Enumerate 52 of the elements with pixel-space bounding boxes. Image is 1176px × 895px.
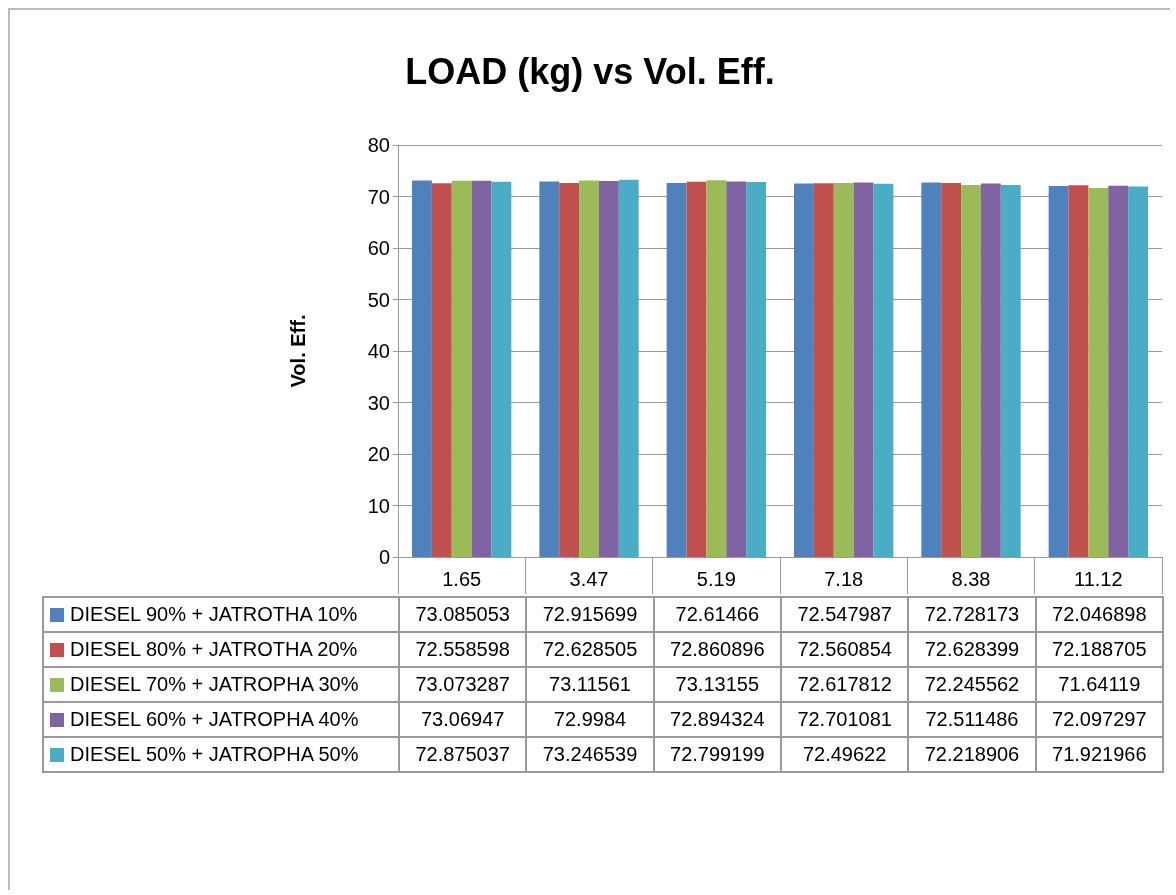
- y-tick-label: 0: [378, 546, 390, 568]
- data-label: 73.085053: [399, 597, 527, 632]
- data-label: 72.701081: [780, 702, 909, 737]
- data-label: 72.511486: [908, 702, 1036, 737]
- data-label: 72.628505: [526, 632, 654, 667]
- y-tick-label: 60: [367, 237, 390, 259]
- data-label: 72.218906: [908, 737, 1036, 772]
- y-tick-label: 40: [367, 340, 390, 362]
- legend-label: DIESEL 60% + JATROPHA 40%: [70, 708, 359, 731]
- x-tick-label: 5.19: [696, 568, 736, 590]
- data-label: 72.560854: [780, 632, 909, 667]
- data-label: 72.188705: [1035, 632, 1163, 667]
- data-label: 72.728173: [908, 597, 1036, 632]
- y-tick-label: 30: [367, 391, 390, 414]
- y-tick-label: 10: [367, 494, 390, 517]
- data-label: 72.61466: [653, 597, 781, 632]
- data-label: 73.246539: [526, 737, 654, 772]
- data-label: 72.9984: [526, 702, 654, 737]
- data-label: 72.894324: [653, 702, 781, 737]
- data-label: 72.617812: [780, 667, 909, 702]
- data-label: 72.49622: [780, 737, 909, 772]
- x-tick-label: 8.38: [951, 568, 991, 590]
- data-label: 71.64119: [1035, 667, 1163, 702]
- data-label: 73.073287: [399, 667, 527, 702]
- y-axis-title: Vol. Eff.: [287, 314, 309, 388]
- legend-label: DIESEL 90% + JATROTHA 10%: [70, 603, 358, 626]
- x-tick-label: 11.12: [1074, 568, 1123, 590]
- y-tick-label: 80: [367, 134, 390, 156]
- y-tick-label: 20: [367, 443, 390, 465]
- data-label: 72.799199: [653, 737, 781, 772]
- data-label: 71.921966: [1035, 737, 1163, 772]
- data-label: 72.628399: [908, 632, 1036, 667]
- legend-label: DIESEL 50% + JATROPHA 50%: [70, 743, 359, 766]
- data-label: 72.046898: [1035, 597, 1163, 632]
- y-tick-label: 70: [367, 185, 390, 208]
- data-label: 73.11561: [526, 667, 654, 702]
- x-tick-label: 7.18: [824, 568, 864, 590]
- data-label: 72.558598: [399, 632, 527, 667]
- data-label: 72.915699: [526, 597, 654, 632]
- data-label: 73.06947: [399, 702, 527, 737]
- y-tick-label: 50: [367, 288, 390, 311]
- legend-label: DIESEL 70% + JATROPHA 30%: [70, 673, 359, 696]
- data-label: 72.860896: [653, 632, 781, 667]
- data-label: 72.547987: [780, 597, 909, 632]
- chart-title: LOAD (kg) vs Vol. Eff.: [405, 50, 775, 92]
- x-tick-label: 1.65: [442, 568, 482, 590]
- data-label: 72.875037: [399, 737, 527, 772]
- legend-label: DIESEL 80% + JATROTHA 20%: [70, 638, 358, 661]
- data-label: 72.245562: [908, 667, 1036, 702]
- data-label: 72.097297: [1035, 702, 1163, 737]
- x-tick-label: 3.47: [569, 568, 609, 590]
- data-label: 73.13155: [653, 667, 781, 702]
